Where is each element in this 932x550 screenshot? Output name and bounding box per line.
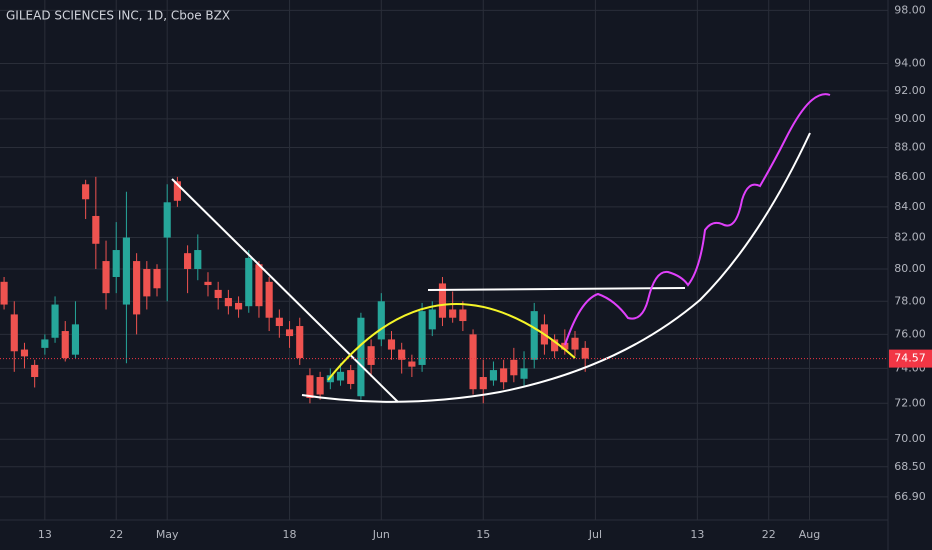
y-tick-label: 88.00	[894, 141, 926, 154]
candle-body	[296, 326, 304, 359]
y-tick-label: 78.00	[894, 294, 926, 307]
candle-body	[500, 368, 508, 383]
y-tick-label: 82.00	[894, 231, 926, 244]
x-tick-label: 13	[690, 528, 704, 541]
candle-body	[173, 181, 181, 201]
x-tick-label: May	[156, 528, 179, 541]
x-tick-label: 18	[283, 528, 297, 541]
candle-body	[194, 250, 202, 270]
candle-body	[387, 339, 396, 350]
arc	[327, 303, 576, 381]
y-tick-label: 76.00	[894, 327, 926, 340]
candle-body	[31, 364, 39, 378]
candle-body	[245, 257, 253, 307]
candle-body	[41, 339, 49, 348]
candle-body	[469, 334, 477, 390]
candle-body	[153, 269, 161, 289]
candle-body	[133, 261, 141, 315]
candle-body	[224, 298, 232, 307]
candle-body	[10, 314, 18, 352]
candle-body	[398, 349, 406, 360]
candle-body	[285, 329, 294, 337]
candle-body	[51, 304, 59, 338]
candle-body	[367, 346, 375, 365]
candle-body	[92, 215, 100, 244]
candle-body	[0, 281, 8, 305]
y-tick-label: 90.00	[894, 112, 926, 125]
candle-body	[102, 261, 110, 294]
candle-body	[530, 311, 538, 360]
candle-body	[275, 317, 283, 327]
x-tick-label: Aug	[799, 528, 820, 541]
projection-path	[564, 93, 831, 346]
candle-body	[255, 264, 263, 307]
x-tick-label: 22	[109, 528, 123, 541]
candle-body	[234, 302, 243, 310]
candle-body	[204, 281, 212, 286]
axes: 98.00 94.00 92.00 90.00 88.00 86.00 84.00 82.00…	[0, 3, 932, 541]
candle-body	[316, 377, 324, 395]
candle-body	[214, 289, 222, 299]
y-tick-label: 92.00	[894, 84, 926, 97]
candle-body	[265, 281, 273, 318]
candle-body	[459, 309, 467, 322]
candle-body	[438, 283, 447, 318]
trend-line	[171, 178, 399, 403]
candle-body	[581, 347, 589, 359]
y-tick-label: 72.00	[894, 396, 926, 409]
y-tick-label: 86.00	[894, 170, 926, 183]
candle-body	[20, 349, 29, 357]
drawings	[171, 93, 831, 403]
y-tick-label: 70.00	[894, 432, 926, 445]
candle-body	[306, 375, 314, 398]
x-tick-label: 22	[762, 528, 776, 541]
candle-body	[408, 361, 416, 367]
candle-body	[61, 331, 69, 359]
candle-body	[571, 337, 579, 350]
candle-body	[561, 342, 569, 350]
candle-body	[510, 359, 518, 376]
x-tick-label: Jun	[372, 528, 390, 541]
y-tick-label: 98.00	[894, 3, 926, 16]
bowl-curve	[301, 132, 811, 403]
last-price-label: 74.57	[894, 352, 926, 365]
y-tick-label: 84.00	[894, 200, 926, 213]
candle-body	[377, 301, 385, 340]
candle-body	[428, 309, 436, 330]
candle-body	[551, 339, 559, 352]
y-tick-label: 80.00	[894, 262, 926, 275]
candle-body	[71, 324, 80, 355]
resistance-line	[427, 287, 686, 291]
candle-body	[479, 377, 487, 390]
candle-body	[112, 250, 120, 278]
x-tick-label: 15	[476, 528, 490, 541]
y-tick-label: 94.00	[894, 56, 926, 69]
candle-body	[326, 375, 334, 383]
x-tick-label: 13	[38, 528, 52, 541]
candle-body	[82, 184, 90, 200]
candle-body	[347, 370, 355, 384]
candle-body	[143, 269, 151, 297]
candle-body	[163, 202, 171, 238]
candles	[0, 176, 589, 404]
candle-body	[184, 253, 192, 270]
candle-body	[520, 368, 528, 379]
candle-body	[418, 311, 426, 365]
chart-title: GILEAD SCIENCES INC, 1D, Cboe BZX	[6, 9, 230, 23]
y-tick-label: 66.90	[894, 490, 926, 503]
x-tick-label: Jul	[588, 528, 602, 541]
candle-body	[357, 317, 365, 397]
candle-body	[449, 309, 457, 318]
candle-body	[122, 237, 130, 305]
y-tick-label: 68.50	[894, 460, 926, 473]
candle-body	[489, 370, 498, 381]
last-price-tag	[889, 349, 932, 368]
candle-body	[336, 371, 345, 381]
